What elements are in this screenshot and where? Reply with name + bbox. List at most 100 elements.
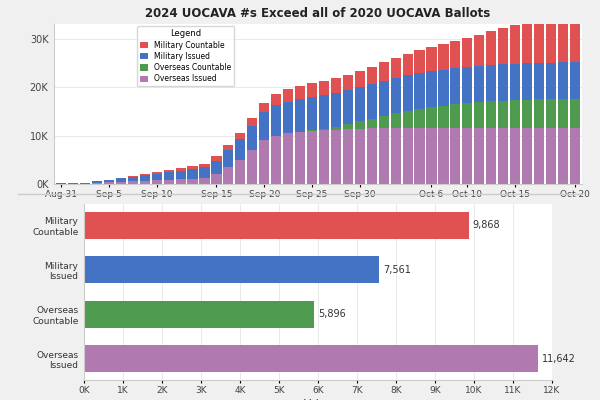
Bar: [247, 118, 257, 126]
Title: 2024 UOCAVA #s Exceed all of 2020 UOCAVA Ballots: 2024 UOCAVA #s Exceed all of 2020 UOCAVA…: [145, 7, 491, 20]
Bar: [522, 63, 532, 100]
Bar: [403, 75, 413, 111]
Bar: [211, 161, 221, 174]
Bar: [140, 175, 150, 181]
Bar: [450, 128, 460, 184]
Bar: [68, 183, 78, 184]
Bar: [84, 301, 314, 328]
Bar: [128, 176, 138, 177]
Bar: [92, 181, 102, 183]
Bar: [474, 35, 484, 66]
Legend: Military Countable, Military Issued, Overseas Countable, Overseas Issued: Military Countable, Military Issued, Ove…: [137, 26, 234, 86]
Bar: [307, 131, 317, 184]
Bar: [343, 90, 353, 124]
Bar: [570, 128, 580, 184]
Bar: [80, 182, 90, 184]
Bar: [343, 129, 353, 184]
Bar: [283, 133, 293, 184]
Bar: [439, 44, 449, 70]
Bar: [176, 179, 186, 184]
Bar: [271, 136, 281, 184]
Bar: [355, 129, 365, 184]
Bar: [259, 102, 269, 112]
Bar: [128, 177, 138, 181]
Bar: [331, 127, 341, 130]
Bar: [498, 28, 508, 64]
Bar: [367, 84, 377, 119]
Bar: [152, 174, 162, 180]
Bar: [164, 172, 174, 180]
Bar: [235, 133, 245, 139]
Bar: [462, 104, 472, 128]
Bar: [450, 104, 460, 128]
Bar: [570, 62, 580, 99]
Bar: [295, 86, 305, 99]
Bar: [283, 102, 293, 133]
Bar: [427, 47, 437, 71]
Bar: [92, 183, 102, 184]
Bar: [331, 78, 341, 93]
Bar: [558, 99, 568, 128]
Bar: [379, 62, 389, 81]
Bar: [522, 128, 532, 184]
Bar: [439, 106, 449, 128]
Bar: [223, 145, 233, 150]
Bar: [474, 66, 484, 102]
Bar: [199, 167, 209, 178]
Bar: [415, 73, 425, 109]
Bar: [534, 128, 544, 184]
Bar: [247, 126, 257, 150]
Bar: [84, 256, 379, 283]
Bar: [319, 81, 329, 95]
Bar: [439, 70, 449, 106]
Bar: [415, 50, 425, 73]
Text: 9,868: 9,868: [473, 220, 500, 230]
Bar: [128, 181, 138, 184]
Bar: [510, 64, 520, 100]
Text: 11,642: 11,642: [542, 354, 576, 364]
Bar: [391, 78, 401, 113]
Bar: [558, 128, 568, 184]
Bar: [355, 122, 365, 129]
Bar: [116, 182, 126, 184]
Bar: [510, 128, 520, 184]
Bar: [558, 62, 568, 99]
Bar: [403, 128, 413, 184]
Bar: [391, 113, 401, 128]
Bar: [295, 99, 305, 132]
Bar: [187, 166, 197, 169]
Bar: [271, 106, 281, 136]
Bar: [427, 71, 437, 107]
Bar: [259, 112, 269, 140]
Bar: [235, 160, 245, 184]
Bar: [367, 119, 377, 128]
Bar: [104, 180, 114, 182]
Bar: [331, 130, 341, 184]
Bar: [164, 180, 174, 184]
Bar: [462, 67, 472, 104]
Bar: [84, 345, 538, 372]
Bar: [546, 62, 556, 99]
Bar: [462, 38, 472, 67]
Bar: [367, 67, 377, 84]
Bar: [104, 182, 114, 184]
Bar: [546, 17, 556, 62]
Bar: [164, 170, 174, 172]
Bar: [176, 171, 186, 179]
Bar: [247, 150, 257, 184]
Bar: [450, 68, 460, 104]
Bar: [510, 100, 520, 128]
Bar: [211, 174, 221, 184]
Bar: [140, 174, 150, 175]
Bar: [379, 116, 389, 128]
Bar: [415, 128, 425, 184]
Bar: [498, 64, 508, 101]
Bar: [295, 132, 305, 184]
Bar: [343, 75, 353, 90]
Bar: [462, 128, 472, 184]
Bar: [307, 83, 317, 97]
Bar: [498, 128, 508, 184]
Bar: [176, 168, 186, 171]
Bar: [510, 25, 520, 64]
Bar: [403, 111, 413, 128]
